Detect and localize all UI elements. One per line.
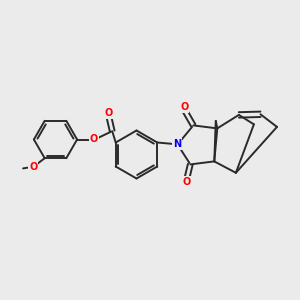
- Text: O: O: [29, 162, 38, 172]
- Text: O: O: [89, 134, 98, 145]
- Text: O: O: [183, 177, 191, 187]
- Text: N: N: [173, 139, 181, 149]
- Text: O: O: [104, 108, 113, 118]
- Text: O: O: [180, 102, 188, 112]
